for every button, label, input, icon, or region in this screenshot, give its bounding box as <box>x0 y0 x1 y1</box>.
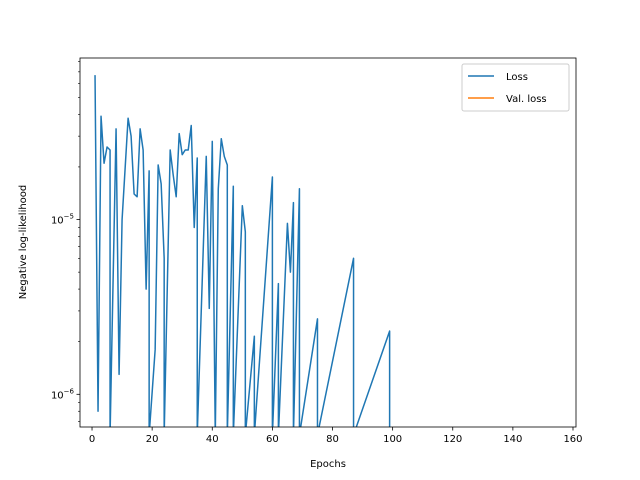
y-tick-label: 10−5 <box>51 213 74 227</box>
x-tick-label: 100 <box>383 434 402 445</box>
x-tick-label: 20 <box>146 434 159 445</box>
x-tick-label: 0 <box>89 434 95 445</box>
axes-frame <box>79 57 577 428</box>
x-tick-label: 160 <box>563 434 582 445</box>
y-tick-label: 10−6 <box>51 387 75 401</box>
x-axis-label: Epochs <box>310 459 346 470</box>
legend-label-2: Val. loss <box>506 94 547 105</box>
x-tick-label: 40 <box>206 434 219 445</box>
x-tick-label: 80 <box>326 434 339 445</box>
x-tick-label: 140 <box>503 434 522 445</box>
legend: Loss Val. loss <box>461 63 570 112</box>
legend-label-1: Loss <box>506 72 528 83</box>
series-layer <box>94 75 391 427</box>
axes-layer: 0 20 40 60 80 100 120 140 160 10−6 10−5 <box>51 57 583 445</box>
series-line-1 <box>94 75 391 427</box>
x-tick-label: 120 <box>443 434 462 445</box>
x-tick-label: 60 <box>266 434 279 445</box>
y-axis-label: Negative log-likelihood <box>18 185 29 300</box>
